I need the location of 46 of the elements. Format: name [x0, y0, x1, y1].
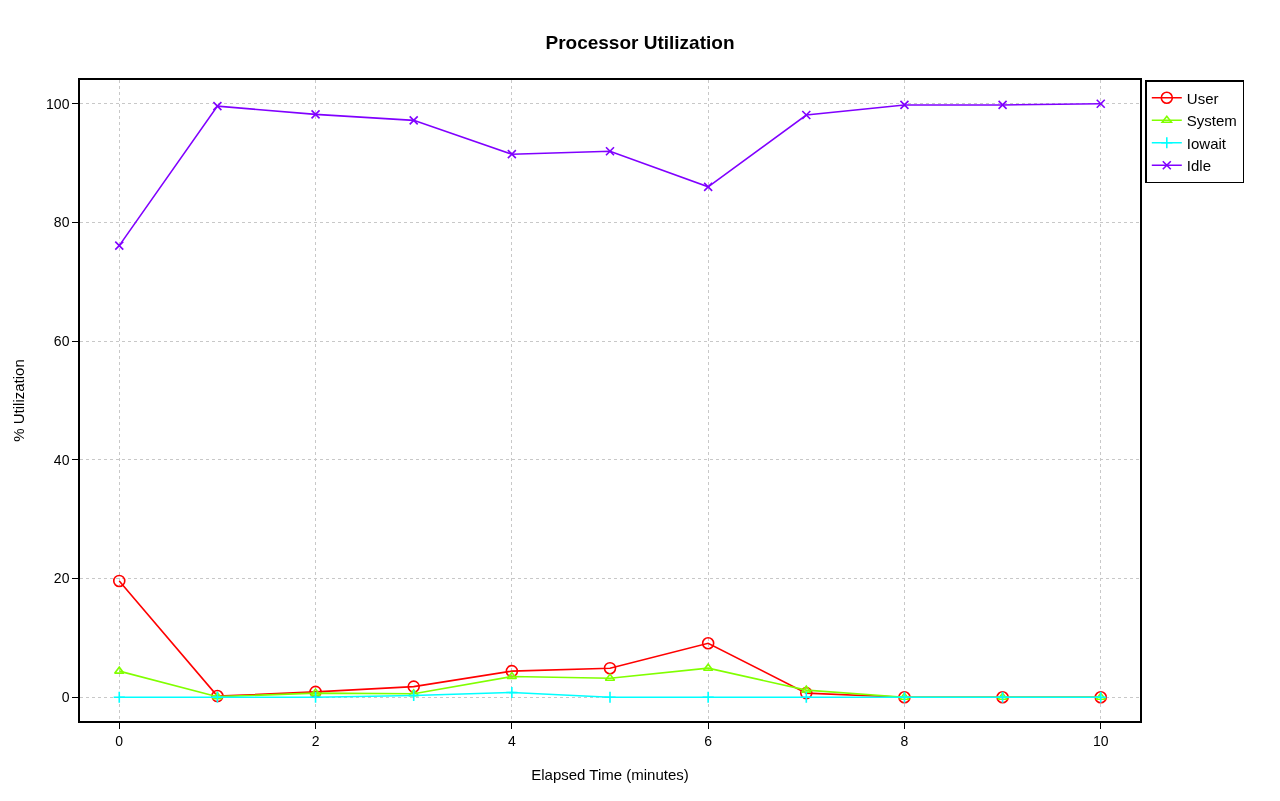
- point: [800, 686, 813, 700]
- point: [799, 690, 813, 704]
- y-tick-label: 40: [53, 451, 70, 468]
- point: [114, 240, 125, 251]
- x-tick-label: 0: [115, 732, 124, 749]
- point: [112, 574, 126, 588]
- legend-label: Idle: [1186, 157, 1211, 175]
- point: [604, 673, 616, 682]
- y-axis-title: % Utilization: [9, 359, 27, 442]
- point: [1095, 98, 1106, 109]
- y-tick-label: 20: [53, 570, 70, 587]
- x-tick-label: 6: [704, 732, 713, 749]
- point: [703, 182, 713, 192]
- point: [310, 109, 321, 120]
- point: [603, 661, 617, 675]
- x-axis-title: Elapsed Time (minutes): [531, 766, 689, 784]
- y-tick-label: 60: [53, 333, 70, 350]
- point: [112, 690, 126, 704]
- point: [309, 690, 322, 704]
- point: [507, 149, 517, 159]
- point: [212, 101, 223, 111]
- point: [505, 664, 519, 678]
- y-tick-label: 100: [46, 95, 70, 112]
- y-tick-label: 80: [53, 214, 70, 231]
- point: [408, 115, 419, 126]
- point: [899, 100, 910, 110]
- point: [505, 686, 519, 699]
- legend-label: User: [1186, 89, 1219, 107]
- chart-title: Processor Utilization: [545, 32, 735, 54]
- point: [605, 146, 615, 157]
- point: [408, 688, 420, 697]
- x-tick-label: 4: [507, 732, 516, 749]
- x-tick-label: 2: [311, 732, 320, 749]
- point: [407, 689, 421, 702]
- point: [701, 636, 715, 650]
- point: [407, 680, 420, 693]
- point: [801, 110, 812, 120]
- x-tick-label: 10: [1092, 732, 1109, 749]
- point: [701, 690, 715, 704]
- point: [506, 671, 518, 680]
- legend-label: System: [1186, 112, 1237, 130]
- point: [997, 100, 1008, 110]
- legend-label: Iowait: [1186, 134, 1227, 152]
- y-tick-label: 0: [61, 689, 70, 706]
- x-tick-label: 8: [900, 732, 909, 749]
- point: [603, 690, 617, 704]
